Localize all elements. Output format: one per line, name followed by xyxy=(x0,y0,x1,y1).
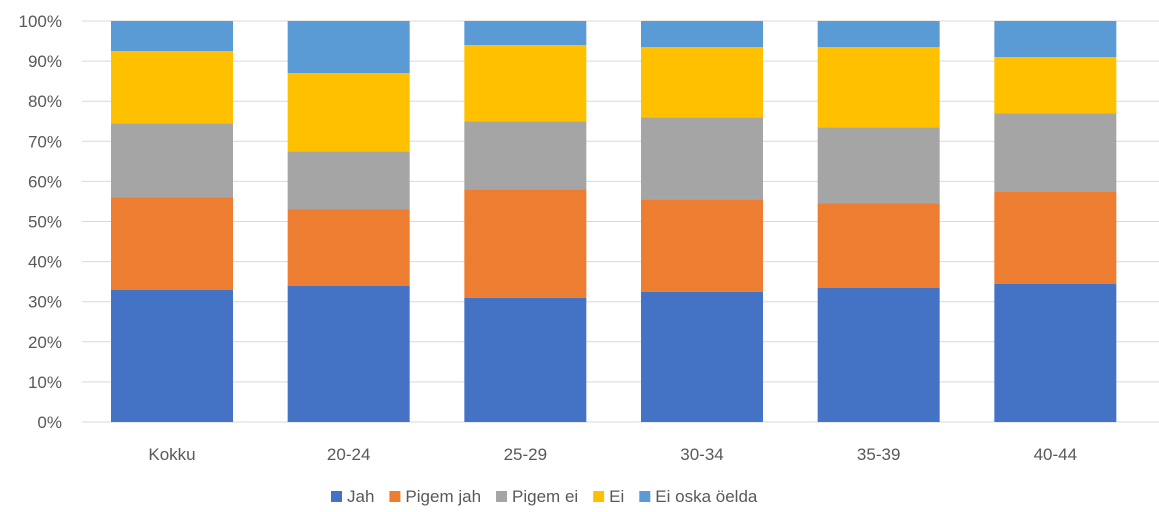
bar-segment xyxy=(817,21,940,48)
y-tick-label: 80% xyxy=(28,92,62,111)
x-axis-labels: Kokku 20-24 25-29 30-34 35-39 40-44 xyxy=(148,445,1077,464)
y-tick-label: 40% xyxy=(28,253,62,272)
gridlines xyxy=(82,20,1159,423)
x-tick-label: 25-29 xyxy=(504,445,547,464)
y-tick-label: 10% xyxy=(28,373,62,392)
bar-segment xyxy=(464,21,587,46)
y-tick-label: 70% xyxy=(28,132,62,151)
bar-segment xyxy=(817,203,940,288)
bar-segment xyxy=(287,209,410,286)
x-tick-label: 40-44 xyxy=(1034,445,1077,464)
y-tick-label: 50% xyxy=(28,213,62,232)
x-tick-label: 30-34 xyxy=(680,445,723,464)
legend-swatch xyxy=(593,491,605,502)
bar-segment xyxy=(111,289,233,422)
y-tick-label: 20% xyxy=(28,333,62,352)
bar-segment xyxy=(817,127,940,204)
bar-segment xyxy=(641,47,763,118)
bar-segment xyxy=(464,45,587,122)
bar-segment xyxy=(464,297,587,422)
bars xyxy=(111,21,1117,422)
legend-swatch xyxy=(389,491,401,502)
legend-label: Pigem jah xyxy=(405,487,481,506)
y-axis-labels: 0% 10% 20% 30% 40% 50% 60% 70% 80% 90% 100% xyxy=(19,12,62,432)
y-tick-label: 100% xyxy=(19,12,62,31)
legend: Jah Pigem jah Pigem ei Ei Ei oska öelda xyxy=(331,487,758,506)
bar-segment xyxy=(994,21,1117,58)
bar-segment xyxy=(464,189,587,298)
bar-segment xyxy=(287,73,410,152)
legend-swatch xyxy=(639,491,651,502)
bar-segment xyxy=(111,197,233,290)
bar-segment xyxy=(287,285,410,422)
x-tick-label: 35-39 xyxy=(857,445,900,464)
x-tick-label: Kokku xyxy=(148,445,195,464)
legend-label: Ei xyxy=(609,487,624,506)
bar-segment xyxy=(287,21,410,74)
y-tick-label: 90% xyxy=(28,52,62,71)
y-tick-label: 60% xyxy=(28,172,62,191)
bar-segment xyxy=(641,199,763,292)
y-tick-label: 30% xyxy=(28,293,62,312)
bar-segment xyxy=(111,51,233,124)
bar-segment xyxy=(464,121,587,190)
bar-segment xyxy=(641,291,763,422)
legend-swatch xyxy=(331,491,342,502)
bar-segment xyxy=(641,21,763,48)
legend-label: Ei oska öelda xyxy=(655,487,758,506)
legend-swatch xyxy=(496,491,508,502)
legend-label: Pigem ei xyxy=(512,487,578,506)
bar-segment xyxy=(994,283,1117,422)
y-tick-label: 0% xyxy=(37,413,62,432)
bar-segment xyxy=(817,47,940,128)
legend-label: Jah xyxy=(347,487,374,506)
bar-segment xyxy=(817,287,940,422)
bar-segment xyxy=(641,117,763,200)
bar-segment xyxy=(111,123,233,198)
x-tick-label: 20-24 xyxy=(327,445,370,464)
bar-segment xyxy=(994,113,1117,192)
bar-segment xyxy=(287,151,410,210)
bar-segment xyxy=(994,191,1117,284)
bar-segment xyxy=(994,57,1117,114)
bar-segment xyxy=(111,21,233,52)
